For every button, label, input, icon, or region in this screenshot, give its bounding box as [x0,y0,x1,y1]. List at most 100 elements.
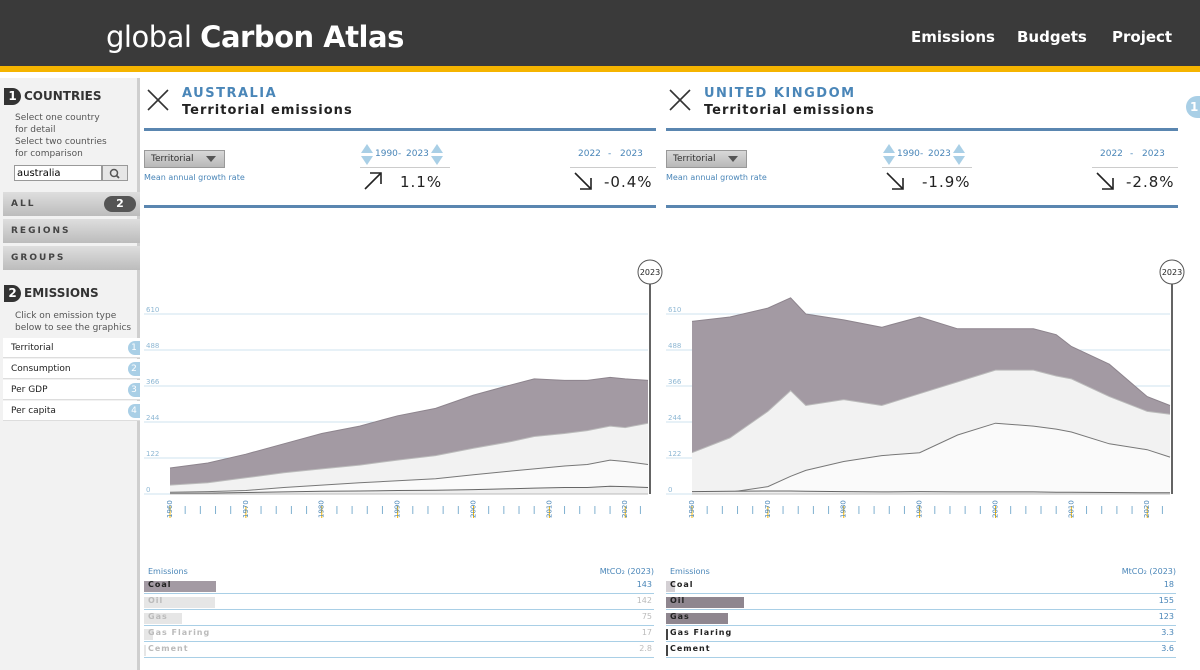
range-end-down-icon[interactable] [953,156,965,165]
emissions-title-text: EMISSIONS [24,286,99,300]
area-gas-flaring-cement[interactable] [170,460,648,494]
legend-bar [144,645,146,656]
dropdown-value: Territorial [673,154,716,164]
emission-type-label: Per capita [11,406,56,416]
range-start-down-icon[interactable] [883,156,895,165]
year-marker-label: 2023 [640,268,660,277]
series-line [691,490,1170,494]
search-button[interactable] [102,165,128,181]
range-end-up-icon[interactable] [953,144,965,153]
arrow-down-right-icon [886,172,904,190]
emission-type-territorial[interactable]: Territorial 1 [3,338,140,358]
legend-name: Gas [670,612,690,621]
legend-header-label: Emissions [670,567,710,576]
legend-row-coal[interactable]: Coal 18 [666,579,1176,594]
series-line [691,422,1171,493]
legend-header-unit: MtCO₂ (2023) [599,567,654,576]
help-line: Select two countries [15,137,107,147]
nav-project[interactable]: Project [1112,28,1173,46]
filter-groups[interactable]: GROUPS [3,246,140,270]
nav-budgets[interactable]: Budgets [1017,28,1087,46]
range2-start: 2022 [578,149,601,159]
divider [666,128,1178,131]
area-gas-flaring-cement[interactable] [692,423,1170,494]
growth-rate-label: Mean annual growth rate [666,173,767,182]
y-tick-label: 488 [146,342,159,350]
x-tick-label: 1990 [394,500,402,518]
year-marker-circle[interactable] [637,259,663,285]
legend-row-gas[interactable]: Gas 123 [666,611,1176,626]
nav-emissions[interactable]: Emissions [911,28,995,46]
emissions-section-title: 2 EMISSIONS [4,285,99,302]
emission-type-per-gdp[interactable]: Per GDP 3 [3,380,140,400]
legend-row-gas-flaring[interactable]: Gas Flaring 17 [144,627,654,642]
legend-row-oil[interactable]: Oil 142 [144,595,654,610]
y-tick-label: 122 [146,450,159,458]
range-start-up-icon[interactable] [361,144,373,153]
y-tick-label: 610 [146,306,159,314]
range2-start: 2022 [1100,149,1123,159]
legend-row-coal[interactable]: Coal 143 [144,579,654,594]
range-end-up-icon[interactable] [431,144,443,153]
emission-type-label: Per GDP [11,385,48,395]
help-line: for comparison [15,149,83,159]
countries-help: Select one country for detail Select two… [15,112,107,160]
range-start-down-icon[interactable] [361,156,373,165]
help-line: Click on emission type [15,311,117,321]
y-tick-label: 366 [668,378,682,386]
logo-bold-text: Carbon Atlas [200,20,404,54]
growth-rate-period2: -2.8% [1126,173,1175,191]
countries-title-text: COUNTRIES [24,89,102,103]
chevron-down-icon [206,156,216,162]
emission-type-consumption[interactable]: Consumption 2 [3,359,140,379]
x-tick-label: 2020 [621,500,629,518]
legend-header-label: Emissions [148,567,188,576]
emissions-help: Click on emission type below to see the … [15,310,131,334]
range1-end: 2023 [406,149,429,159]
sidebar: 1 COUNTRIES Select one country for detail… [0,78,140,670]
panel-subtitle: Territorial emissions [704,103,875,118]
legend-row-oil[interactable]: Oil 155 [666,595,1176,610]
close-icon[interactable] [668,88,692,112]
divider [144,128,656,131]
filter-regions[interactable]: REGIONS [3,219,140,243]
help-line: Select one country [15,113,100,123]
legend-row-gas-flaring[interactable]: Gas Flaring 3.3 [666,627,1176,642]
close-icon[interactable] [146,88,170,112]
emission-type-dropdown[interactable]: Territorial [666,150,747,168]
rate-divider [360,167,450,168]
filter-all[interactable]: ALL 2 [3,192,140,216]
x-tick-label: 2000 [991,500,999,518]
emission-type-badge: 4 [128,404,140,418]
y-tick-label: 0 [146,486,150,494]
range-end-down-icon[interactable] [431,156,443,165]
year-marker-circle[interactable] [1159,259,1185,285]
legend-value: 155 [1158,596,1174,605]
emission-type-per-capita[interactable]: Per capita 4 [3,401,140,421]
site-logo[interactable]: global Carbon Atlas [106,20,404,54]
help-line: below to see the graphics [15,323,132,333]
range2-sep: - [608,149,612,159]
legend-name: Gas Flaring [148,628,211,637]
rate-divider [570,167,656,168]
legend-row-cement[interactable]: Cement 3.6 [666,643,1176,658]
logo-light-text: global [106,20,192,54]
emissions-area-chart[interactable]: 0 122 244 366 488 610 1960 1970 1980 1990 2000 2010… [144,258,664,528]
y-tick-label: 122 [668,450,681,458]
legend-value: 3.3 [1161,628,1174,637]
right-edge-badge[interactable]: 1 [1186,96,1200,118]
x-tick-label: 2000 [469,500,477,518]
legend-row-cement[interactable]: Cement 2.8 [144,643,654,658]
legend-name: Gas [148,612,168,621]
emissions-area-chart[interactable]: 0 122 244 366 488 610 1960 1970 1980 1990 2000 2010… [666,258,1186,528]
legend-name: Oil [148,596,164,605]
y-tick-label: 366 [146,378,160,386]
range-start-up-icon[interactable] [883,144,895,153]
legend-bar [144,613,182,624]
country-search-input[interactable] [14,165,102,181]
legend-row-gas[interactable]: Gas 75 [144,611,654,626]
growth-rate-period1: 1.1% [400,173,443,191]
year-marker-label: 2023 [1162,268,1182,277]
emission-type-dropdown[interactable]: Territorial [144,150,225,168]
legend-name: Cement [670,644,711,653]
